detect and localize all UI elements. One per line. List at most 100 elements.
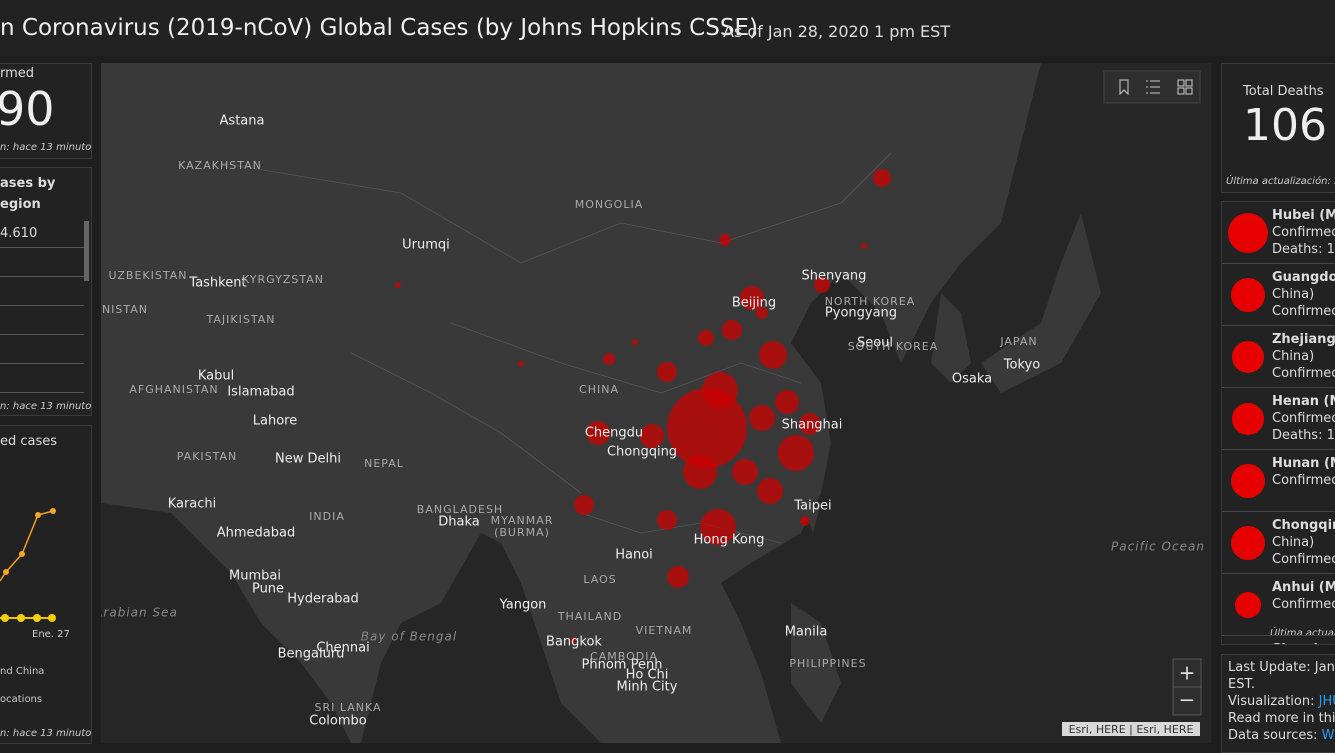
case-circle [518, 361, 524, 367]
case-circle [800, 516, 810, 526]
label: Total Deaths [1243, 84, 1324, 99]
map[interactable]: Astana KAZAKHSTAN MONGOLIA Urumqi UZBEKISTAN… [101, 63, 1211, 743]
grid-icon[interactable] [1177, 79, 1193, 95]
row: 4.610 [0, 226, 38, 241]
case-dot [1231, 278, 1265, 312]
case-dot [1231, 526, 1265, 560]
legend: ocations [0, 694, 43, 705]
map-label: UZBEKISTAN [109, 269, 188, 282]
label: rmed [0, 66, 35, 81]
map-label: MYANMAR [491, 514, 554, 527]
title: n Coronavirus (2019-nCoV) Global Cases (… [0, 15, 758, 41]
list-item[interactable]: Shandong [1222, 636, 1335, 644]
case-circle [740, 286, 764, 310]
info-text: EST. [1228, 677, 1255, 692]
map-label: JAPAN [999, 335, 1037, 348]
case-dot [1235, 592, 1261, 618]
info-link[interactable]: JHU [1318, 694, 1335, 709]
case-dot [1232, 341, 1264, 373]
map-label: Shanghai [782, 418, 843, 433]
as-of: As of Jan 28, 2020 1 pm EST [723, 22, 951, 41]
case-circle [749, 405, 775, 431]
case-circle [603, 353, 615, 365]
map-label: SOUTH KOREA [848, 340, 939, 353]
map-label: Astana [220, 114, 265, 129]
map-label: Chongqing [607, 445, 677, 460]
item-line: Confirmec [1272, 411, 1335, 426]
item-name: Shandong [1272, 642, 1335, 644]
case-circle [395, 282, 401, 288]
map-label: Seoul [857, 336, 893, 351]
map-label: NISTAN [102, 303, 148, 316]
case-circle [586, 421, 610, 445]
map-label: TAJIKISTAN [206, 313, 276, 326]
map-canvas[interactable]: Astana KAZAKHSTAN MONGOLIA Urumqi UZBEKISTAN… [101, 63, 1211, 743]
scrollbar[interactable] [84, 221, 89, 281]
case-circle [683, 455, 717, 489]
map-label: Chennai [316, 641, 369, 656]
item-line: Deaths: 1 [1272, 428, 1335, 443]
value: 106 [1243, 100, 1327, 151]
info-line: Read more in this [1228, 711, 1335, 726]
item-name: Hunan (M [1272, 456, 1335, 471]
list-icon[interactable] [1146, 80, 1160, 94]
deaths-panel: Total Deaths 106 Última actualización: h… [1221, 63, 1335, 193]
map-label: Osaka [952, 372, 992, 387]
map-label: Pacific Ocean [1111, 540, 1205, 554]
map-label: Ahmedabad [217, 526, 295, 541]
item-name: Henan (M [1272, 394, 1335, 409]
item-line: Confirmec [1272, 366, 1335, 381]
map-label: Pune [252, 582, 284, 597]
item-name: Hubei (M [1272, 208, 1335, 223]
case-dot [1231, 464, 1265, 498]
item-name: Anhui (M [1272, 580, 1335, 595]
item-name: Zhejiang ( [1272, 332, 1335, 347]
item-line: Confirmec [1272, 552, 1335, 567]
info-text: Visualization: [1228, 694, 1319, 709]
chart-panel: ed cases Ene. 27 nd China ocations n: ha… [0, 425, 92, 744]
zoom-in[interactable]: + [1179, 661, 1196, 685]
info-text: Data sources: [1228, 728, 1322, 743]
list-item[interactable]: Henan (M Confirmec Deaths: 1 [1222, 388, 1335, 450]
map-label: Urumqi [402, 238, 450, 253]
item-line: China) [1272, 287, 1315, 302]
title: egion [0, 197, 41, 212]
info-text: Last Update: Jan [1228, 660, 1335, 675]
case-circle [632, 339, 638, 345]
list-item[interactable]: Guangdo China) Confirmec [1222, 264, 1335, 326]
info-panel: Last Update: Jan EST. Visualization: JHU Re… [1221, 654, 1335, 753]
map-label: THAILAND [557, 610, 622, 623]
info-link[interactable]: WH [1321, 728, 1335, 743]
info-text: Read more in this [1228, 711, 1335, 726]
map-label: Dhaka [438, 515, 479, 530]
updated: n: hace 13 minutos [0, 401, 92, 412]
map-label: KYRGYZSTAN [242, 273, 324, 286]
map-label: MONGOLIA [575, 198, 643, 211]
zoom-out[interactable]: − [1179, 688, 1196, 712]
title: ases by [0, 176, 56, 191]
list-item[interactable]: Anhui (M Confirmec [1222, 574, 1335, 636]
confirmed-panel: rmed 90 n: hace 13 minutos [0, 63, 92, 159]
updated: Última actuali [1270, 628, 1335, 639]
mini-chart [0, 508, 56, 622]
map-label: Yangon [499, 598, 547, 613]
list-item[interactable]: Hubei (M Confirmec Deaths: 10 [1222, 202, 1335, 264]
list-item[interactable]: Chongqin China) Confirmec [1222, 512, 1335, 574]
case-circle [640, 424, 664, 448]
list-item[interactable]: Hunan (M Confirmec [1222, 450, 1335, 512]
map-label: Hanoi [615, 548, 653, 563]
rows: 4.610 [0, 221, 84, 401]
updated: n: hace 13 minutos [0, 728, 92, 739]
bookmark-icon[interactable] [1119, 79, 1129, 96]
map-tools [1103, 70, 1201, 104]
list-item[interactable]: Zhejiang (China) Confirmec [1222, 326, 1335, 388]
map-label: (BURMA) [494, 526, 550, 539]
map-label: Taipei [793, 499, 831, 514]
case-circle [667, 388, 747, 468]
title: ed cases [0, 434, 58, 449]
case-circle [732, 459, 758, 485]
map-label: NORTH KOREA [825, 295, 916, 308]
case-circle [702, 372, 738, 408]
map-label: Minh City [617, 680, 678, 695]
